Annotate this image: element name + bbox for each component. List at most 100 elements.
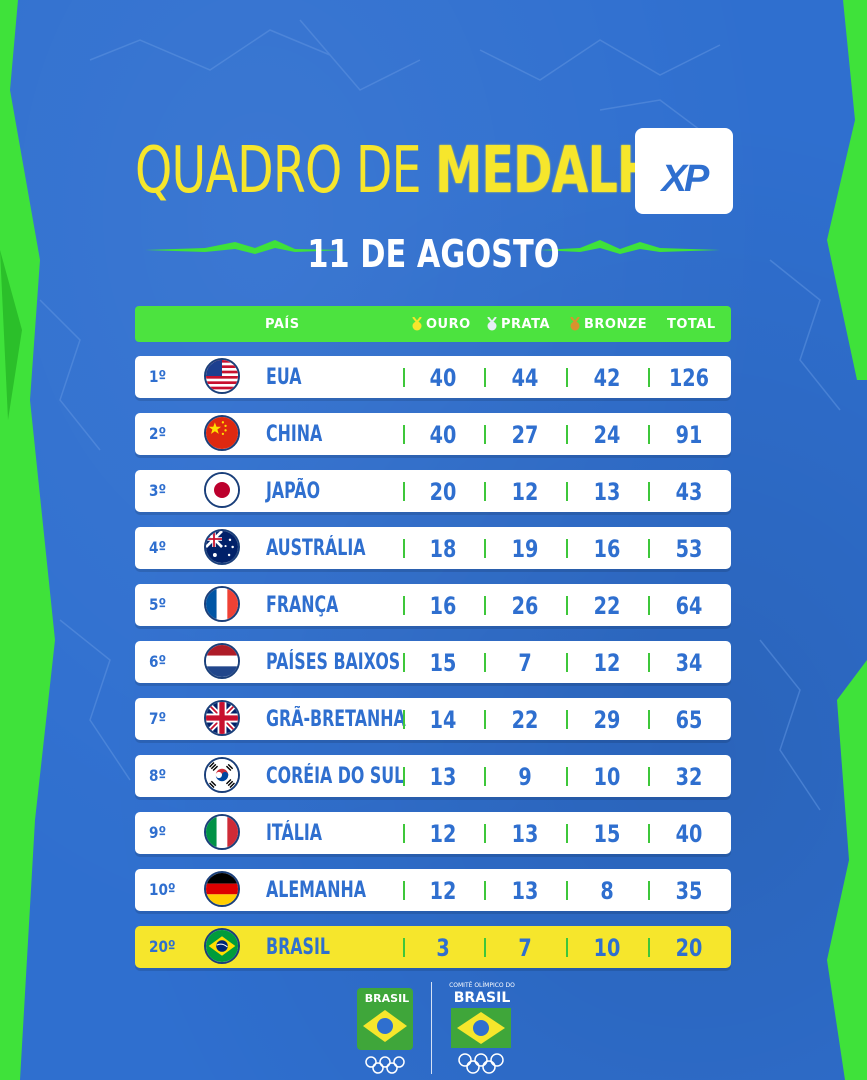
rank-label: 1º bbox=[149, 367, 167, 386]
column-separator bbox=[484, 425, 486, 444]
rank-label: 10º bbox=[149, 880, 176, 899]
silver-count: 27 bbox=[511, 421, 539, 449]
total-count: 126 bbox=[668, 364, 710, 392]
green-brush-left bbox=[0, 0, 55, 1080]
column-separator bbox=[403, 539, 405, 558]
china-flag-icon bbox=[204, 415, 240, 451]
cob-logo-text: BRASIL bbox=[453, 990, 511, 1006]
silver-medal-icon bbox=[487, 317, 497, 331]
silver-count: 22 bbox=[511, 706, 539, 734]
silver-count: 19 bbox=[511, 535, 539, 563]
total-count: 64 bbox=[675, 592, 703, 620]
column-separator bbox=[648, 368, 650, 387]
column-separator bbox=[484, 938, 486, 957]
silver-count: 9 bbox=[518, 763, 532, 791]
column-separator bbox=[403, 425, 405, 444]
column-separator bbox=[403, 596, 405, 615]
column-separator bbox=[484, 881, 486, 900]
gold-count: 20 bbox=[429, 478, 457, 506]
column-separator bbox=[403, 881, 405, 900]
column-separator bbox=[403, 767, 405, 786]
gold-count: 13 bbox=[429, 763, 457, 791]
title-block: QUADRO DE MEDALHAS XP bbox=[135, 118, 735, 228]
column-separator bbox=[566, 710, 568, 729]
header-country: PAÍS bbox=[265, 317, 300, 332]
rank-label: 5º bbox=[149, 595, 167, 614]
bronze-count: 29 bbox=[593, 706, 621, 734]
table-row: 4º AUSTRÁLIA 18 19 16 53 bbox=[135, 527, 731, 569]
sponsor-logo: XP bbox=[635, 128, 733, 214]
bronze-count: 13 bbox=[593, 478, 621, 506]
country-name: EUA bbox=[266, 365, 302, 390]
column-separator bbox=[484, 539, 486, 558]
usa-flag-icon bbox=[204, 358, 240, 394]
gold-count: 16 bbox=[429, 592, 457, 620]
footer-logos: BRASIL COMITÊ OLÍMPICO DO BRASIL bbox=[355, 982, 525, 1080]
column-separator bbox=[403, 368, 405, 387]
table-row: 5º FRANÇA 16 26 22 64 bbox=[135, 584, 731, 626]
column-separator bbox=[484, 824, 486, 843]
germany-flag-icon bbox=[204, 871, 240, 907]
rank-label: 6º bbox=[149, 652, 167, 671]
table-row: 20º BRASIL 3 7 10 20 bbox=[135, 926, 731, 968]
gold-count: 3 bbox=[436, 934, 450, 962]
column-separator bbox=[648, 596, 650, 615]
column-separator bbox=[648, 653, 650, 672]
rank-label: 4º bbox=[149, 538, 167, 557]
column-separator bbox=[484, 596, 486, 615]
gold-count: 40 bbox=[429, 364, 457, 392]
title-part-1: QUADRO DE bbox=[135, 134, 436, 208]
column-separator bbox=[403, 824, 405, 843]
column-separator bbox=[566, 425, 568, 444]
australia-flag-icon bbox=[204, 529, 240, 565]
column-separator bbox=[484, 710, 486, 729]
table-row: 10º ALEMANHA 12 13 8 35 bbox=[135, 869, 731, 911]
header-silver-label: PRATA bbox=[501, 317, 551, 332]
silver-count: 7 bbox=[518, 649, 532, 677]
green-swoosh-left-deco bbox=[145, 240, 345, 254]
uk-flag-icon bbox=[204, 700, 240, 736]
table-body: 1º EUA 40 44 42 126 2º CHINA 40 27 24 91 3º JAPÃO 20 12… bbox=[135, 356, 731, 968]
column-separator bbox=[403, 710, 405, 729]
table-row: 7º GRÃ-BRETANHA 14 22 29 65 bbox=[135, 698, 731, 740]
sponsor-logo-text: XP bbox=[661, 158, 710, 200]
country-name: PAÍSES BAIXOS bbox=[266, 650, 401, 675]
column-separator bbox=[566, 482, 568, 501]
brasil-team-logo bbox=[357, 988, 413, 1074]
bronze-count: 24 bbox=[593, 421, 621, 449]
column-separator bbox=[484, 653, 486, 672]
column-separator bbox=[566, 938, 568, 957]
bronze-count: 10 bbox=[593, 934, 621, 962]
medal-table: PAÍS OURO PRATA BRONZE TOTAL 1º EUA 40 44 42… bbox=[135, 306, 731, 983]
bronze-count: 15 bbox=[593, 820, 621, 848]
column-separator bbox=[648, 938, 650, 957]
silver-count: 13 bbox=[511, 820, 539, 848]
country-name: ITÁLIA bbox=[266, 821, 322, 846]
south-korea-flag-icon bbox=[204, 757, 240, 793]
country-name: GRÃ-BRETANHA bbox=[266, 707, 406, 732]
total-count: 35 bbox=[675, 877, 703, 905]
bronze-count: 8 bbox=[600, 877, 614, 905]
france-flag-icon bbox=[204, 586, 240, 622]
total-count: 20 bbox=[675, 934, 703, 962]
gold-count: 14 bbox=[429, 706, 457, 734]
header-gold-label: OURO bbox=[426, 317, 471, 332]
country-name: JAPÃO bbox=[266, 479, 321, 504]
column-separator bbox=[566, 596, 568, 615]
column-separator bbox=[403, 482, 405, 501]
footer-divider bbox=[431, 982, 432, 1074]
date-label: 11 DE AGOSTO bbox=[307, 232, 560, 276]
bronze-count: 42 bbox=[593, 364, 621, 392]
gold-count: 40 bbox=[429, 421, 457, 449]
header-bronze: BRONZE bbox=[569, 317, 647, 332]
rank-label: 3º bbox=[149, 481, 167, 500]
total-count: 43 bbox=[675, 478, 703, 506]
total-count: 40 bbox=[675, 820, 703, 848]
country-name: BRASIL bbox=[266, 935, 330, 960]
table-row: 2º CHINA 40 27 24 91 bbox=[135, 413, 731, 455]
bronze-medal-icon bbox=[570, 317, 580, 331]
bronze-count: 12 bbox=[593, 649, 621, 677]
bronze-count: 16 bbox=[593, 535, 621, 563]
table-row: 8º CORÉIA DO SUL 13 9 10 32 bbox=[135, 755, 731, 797]
